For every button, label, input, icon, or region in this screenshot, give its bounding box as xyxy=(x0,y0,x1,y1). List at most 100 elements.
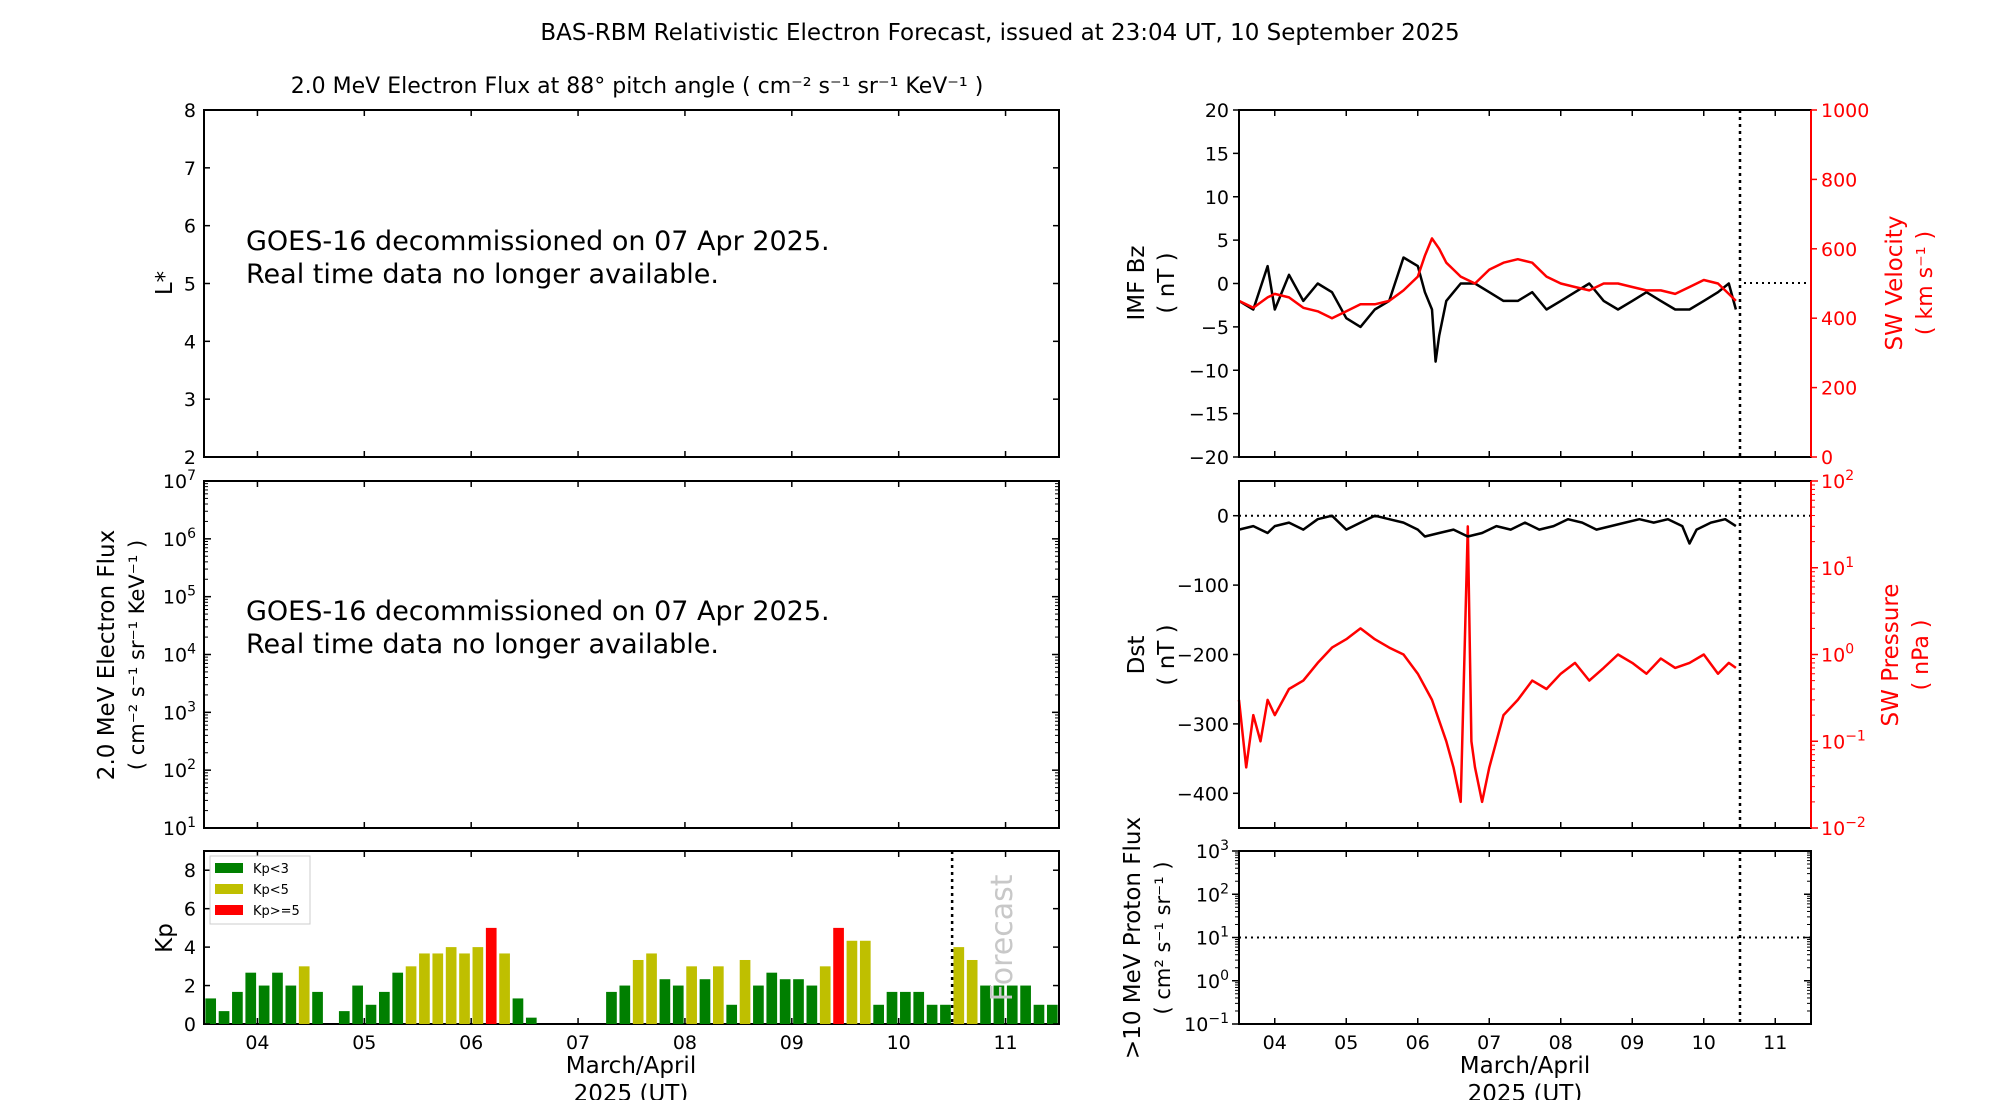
figure-title: BAS-RBM Relativistic Electron Forecast, … xyxy=(540,20,1459,46)
y-tick-label: 8 xyxy=(184,100,196,122)
y-tick-label: 101 xyxy=(1821,555,1854,580)
kp-bar xyxy=(512,998,524,1024)
imf-plot-area xyxy=(1239,110,1811,457)
x-tick-label: 05 xyxy=(1334,1032,1358,1054)
y-tick-label: 5 xyxy=(184,274,196,296)
y-tick-label: 7 xyxy=(184,158,196,180)
kp-bar xyxy=(1006,985,1018,1024)
kp-bar xyxy=(432,953,444,1024)
imf-x-ticks xyxy=(1274,110,1776,457)
y-tick-label: 100 xyxy=(1196,968,1229,993)
y-tick-label: 0 xyxy=(1821,447,1833,469)
y-tick-label: 400 xyxy=(1821,308,1857,330)
y-tick-label: −300 xyxy=(1177,714,1229,736)
lstar-annotation-line1: GOES-16 decommissioned on 07 Apr 2025. xyxy=(246,226,830,257)
dst-y-label-line2: ( nT ) xyxy=(1154,624,1180,685)
proton-y-label-line1: >10 MeV Proton Flux xyxy=(1120,817,1146,1059)
dst-plot-area xyxy=(1239,481,1811,828)
y-tick-label: 200 xyxy=(1821,378,1857,400)
y-tick-label: −10 xyxy=(1189,360,1229,382)
sw-pressure-label-line1: SW Pressure xyxy=(1878,584,1904,727)
imf-y-label-line2: ( nT ) xyxy=(1154,252,1180,313)
y-tick-label: −100 xyxy=(1177,575,1229,597)
kp-bar xyxy=(699,979,711,1024)
imf-left-y-ticks: −20 −15 −10 −5 0 5 10 15 20 xyxy=(1189,100,1239,469)
legend-label-kp-lt5: Kp<5 xyxy=(253,883,289,898)
y-tick-label: 6 xyxy=(184,899,196,921)
imf-lines xyxy=(1238,237,1738,363)
y-tick-label: 103 xyxy=(163,699,196,724)
y-tick-label: −5 xyxy=(1201,317,1229,339)
y-tick-label: 2 xyxy=(184,447,196,469)
lstar-y-label: L* xyxy=(152,271,178,295)
y-tick-label: 800 xyxy=(1821,169,1857,191)
kp-bar xyxy=(379,991,390,1024)
panel-imf-bz: −20 −15 −10 −5 0 5 10 15 20 0 200 400 600 800 1000 IM… xyxy=(1124,100,1938,469)
kp-bar xyxy=(819,966,831,1024)
kp-bar xyxy=(525,1017,537,1024)
y-tick-label: 5 xyxy=(1217,230,1229,252)
y-tick-label: 10−2 xyxy=(1821,815,1866,840)
kp-bar xyxy=(218,1011,230,1024)
proton-y-ticks: 10−1 100 101 102 103 xyxy=(1184,838,1811,1036)
kp-bar xyxy=(913,991,925,1024)
y-tick-label: 20 xyxy=(1205,100,1229,122)
x-tick-label: 11 xyxy=(1763,1032,1787,1054)
y-tick-label: 107 xyxy=(163,468,196,493)
kp-bar xyxy=(272,972,283,1024)
kp-bar xyxy=(298,966,310,1024)
proton-x-label-line2: 2025 (UT) xyxy=(1468,1081,1583,1100)
kp-bar xyxy=(459,953,470,1024)
flux-x-ticks xyxy=(256,481,1007,828)
kp-bar xyxy=(485,927,497,1024)
x-tick-label: 04 xyxy=(1263,1032,1287,1054)
dst-left-y-ticks: −400 −300 −200 −100 0 xyxy=(1177,506,1239,805)
kp-bar xyxy=(953,947,965,1024)
x-tick-label: 06 xyxy=(459,1032,483,1054)
dst-right-y-ticks: 10−2 10−1 100 101 102 xyxy=(1811,468,1866,840)
kp-bar xyxy=(232,991,243,1024)
sw-velocity-line xyxy=(1238,237,1737,320)
kp-bar xyxy=(926,1004,938,1024)
flux-y-label-line1: 2.0 MeV Electron Flux xyxy=(94,530,120,780)
flux-y-label-line2: ( cm⁻² s⁻¹ sr⁻¹ KeV⁻¹ ) xyxy=(125,540,149,770)
kp-bar xyxy=(806,985,818,1024)
y-tick-label: 104 xyxy=(163,642,196,667)
kp-forecast-label: Forecast xyxy=(985,874,1020,1001)
dst-x-ticks xyxy=(1274,481,1776,828)
kp-bar xyxy=(672,985,684,1024)
y-tick-label: 600 xyxy=(1821,239,1857,261)
y-tick-label: 4 xyxy=(184,937,196,959)
kp-bar xyxy=(659,979,671,1024)
kp-y-ticks: 0 2 4 6 8 xyxy=(184,860,1059,1036)
y-tick-label: 102 xyxy=(1196,881,1229,906)
kp-bar xyxy=(499,953,510,1024)
sw-velocity-label-line1: SW Velocity xyxy=(1882,216,1908,351)
y-tick-label: −200 xyxy=(1177,645,1229,667)
kp-bar xyxy=(766,972,778,1024)
kp-legend: Kp<3 Kp<5 Kp>=5 xyxy=(209,855,311,925)
kp-bar xyxy=(873,1004,884,1024)
kp-bar xyxy=(900,991,911,1024)
y-tick-label: 1000 xyxy=(1821,100,1869,122)
legend-label-kp-lt3: Kp<3 xyxy=(253,862,289,877)
legend-swatch-kp-ge5 xyxy=(215,905,243,915)
kp-bar xyxy=(419,953,430,1024)
y-tick-label: 6 xyxy=(184,216,196,238)
kp-bar xyxy=(312,991,323,1024)
flux-axes xyxy=(203,480,1060,829)
panel-electron-flux: 101 102 103 104 105 106 107 2.0 MeV Electron F… xyxy=(94,468,1060,840)
x-tick-label: 06 xyxy=(1406,1032,1430,1054)
imf-y-label-line1: IMF Bz xyxy=(1124,245,1150,320)
y-tick-label: 102 xyxy=(1821,468,1854,493)
sw-velocity-label-line2: ( km s⁻¹ ) xyxy=(1913,231,1938,335)
sw-pressure-line xyxy=(1237,525,1737,804)
y-tick-label: 8 xyxy=(184,860,196,882)
proton-x-label-line1: March/April xyxy=(1460,1053,1590,1079)
lstar-y-ticks: 2 3 4 5 6 7 8 xyxy=(184,100,1059,469)
kp-bar xyxy=(445,947,457,1024)
kp-bar xyxy=(1046,1004,1058,1024)
y-tick-label: 101 xyxy=(1196,925,1229,950)
